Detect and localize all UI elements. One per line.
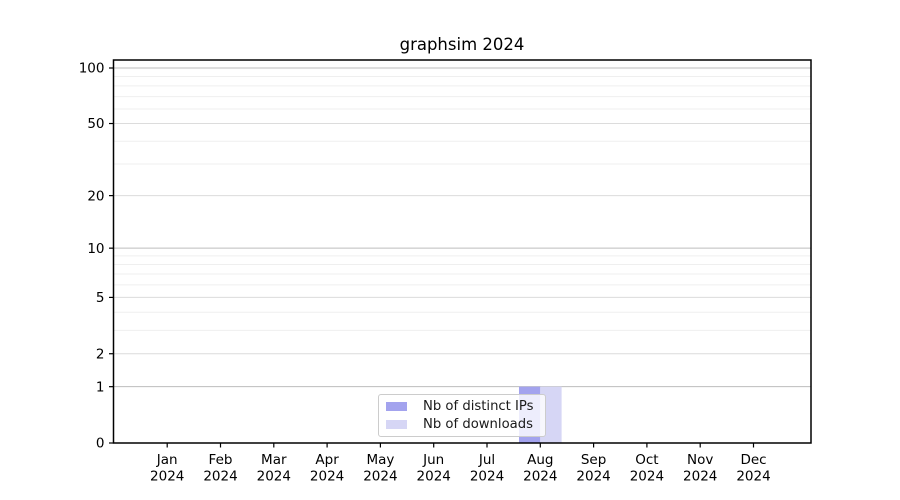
y-tick-label: 5	[96, 290, 105, 306]
y-tick-label: 10	[87, 241, 104, 257]
x-tick-label: Dec 2024	[736, 452, 770, 485]
legend-label-downloads: Nb of downloads	[423, 416, 533, 432]
x-tick-label: Nov 2024	[683, 452, 717, 485]
x-tick-label: Apr 2024	[310, 452, 344, 485]
legend-swatch-distinct-ips-icon	[386, 402, 407, 412]
plot-border	[112, 59, 812, 444]
y-tick-label: 50	[87, 116, 104, 132]
legend-label-distinct-ips: Nb of distinct IPs	[423, 399, 534, 415]
legend: Nb of distinct IPs Nb of downloads	[378, 394, 546, 437]
x-tick-label: Sep 2024	[576, 452, 610, 485]
x-tick-label: Jun 2024	[417, 452, 451, 485]
y-tick-label: 0	[96, 436, 105, 452]
x-tick-label: Feb 2024	[203, 452, 237, 485]
legend-item-distinct-ips: Nb of distinct IPs	[386, 399, 538, 414]
y-tick-label: 1	[96, 379, 105, 395]
x-tick-label: Aug 2024	[523, 452, 557, 485]
x-tick-label: May 2024	[363, 452, 397, 485]
x-tick-label: Jul 2024	[470, 452, 504, 485]
x-tick-label: Mar 2024	[257, 452, 291, 485]
y-tick-label: 20	[87, 188, 104, 204]
y-tick-label: 2	[96, 346, 105, 362]
x-tick-label: Oct 2024	[630, 452, 664, 485]
legend-swatch-downloads-icon	[386, 419, 407, 429]
chart-title: graphsim 2024	[399, 35, 525, 54]
legend-item-downloads: Nb of downloads	[386, 417, 538, 432]
y-tick-label: 100	[79, 61, 105, 77]
x-tick-label: Jan 2024	[150, 452, 184, 485]
